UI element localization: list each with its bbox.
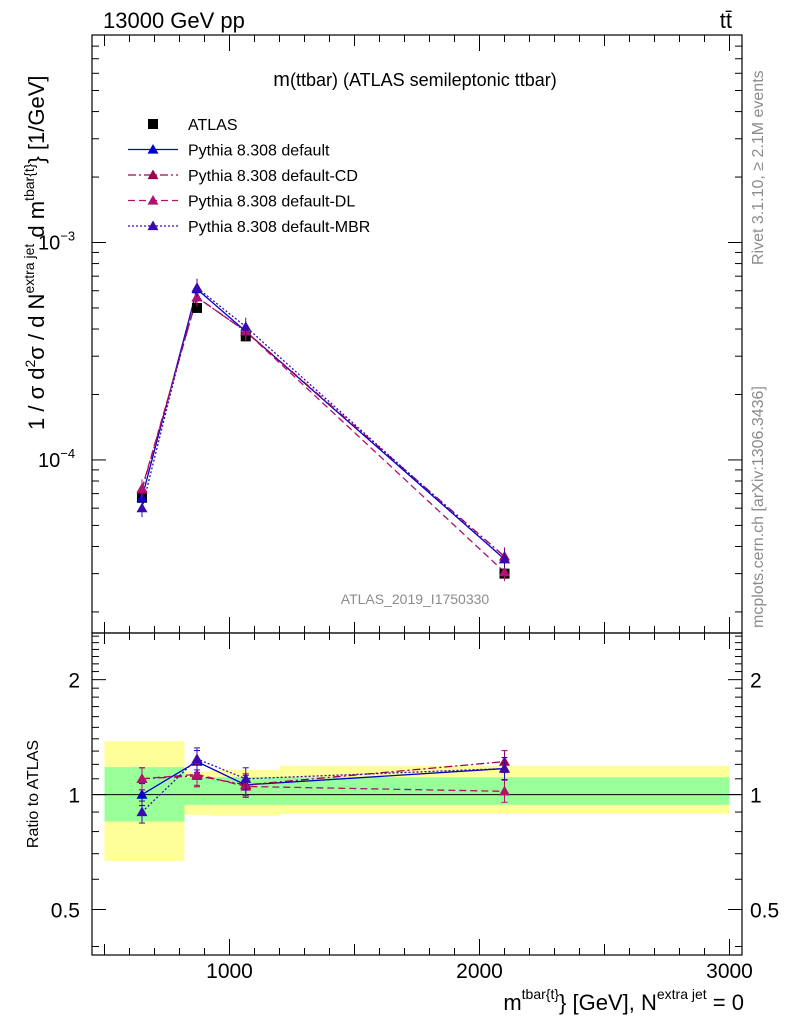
main-title-m: m xyxy=(273,69,290,91)
legend-label-default_mbr: Pythia 8.308 default-MBR xyxy=(188,219,370,236)
legend-marker-default xyxy=(147,144,159,154)
ylabel-part-d: extra jet xyxy=(21,244,37,294)
main-point-default_mbr xyxy=(136,502,148,513)
ratio-line-default_cd xyxy=(141,760,505,786)
legend: ATLAS Pythia 8.308 default Pythia 8.308 de… xyxy=(128,117,370,236)
rivet-label: Rivet 3.1.10, ≥ 2.1M events xyxy=(750,70,767,265)
ratio-x-tick-label: 2000 xyxy=(456,960,503,983)
ratio-line-default_dl xyxy=(141,773,505,792)
main-data-points xyxy=(136,278,510,582)
main-point-default_mbr xyxy=(240,321,252,331)
ratio-y-tick-label: 2 xyxy=(68,670,80,693)
main-point-default_dl xyxy=(136,482,148,493)
ratio-y-tick-label-right: 2 xyxy=(750,670,762,693)
xlabel-part-e: = 0 xyxy=(707,990,744,1015)
main-title: m(ttbar) (ATLAS semileptonic ttbar) xyxy=(273,69,556,91)
main-point-default_mbr xyxy=(191,282,203,292)
legend-marker-default_mbr xyxy=(147,220,159,231)
ratio-point-default_dl xyxy=(499,785,510,796)
ratio-data-points xyxy=(136,747,510,824)
main-ylabel: 1 / σ d2σ / d Nextra jet d mtbar{t}} [1/… xyxy=(21,76,49,431)
main-line-default_mbr xyxy=(141,286,505,560)
legend-marker-atlas xyxy=(148,119,158,129)
header-right: tt̄ xyxy=(720,8,732,33)
header-left: 13000 GeV pp xyxy=(103,8,245,33)
ratio-ylabel: Ratio to ATLAS xyxy=(25,740,42,848)
legend-marker-default_cd xyxy=(147,169,159,180)
legend-label-default_cd: Pythia 8.308 default-CD xyxy=(188,168,358,185)
main-y-tick-label: 10−3 xyxy=(38,228,75,254)
ratio-point-default xyxy=(136,789,148,799)
main-y-tick-mantissa: 10 xyxy=(38,450,60,472)
ratio-x-tick-label: 3000 xyxy=(706,960,753,983)
ratio-line-default xyxy=(141,760,505,796)
ylabel-part-c: σ / d N xyxy=(24,294,49,360)
legend-label-default_dl: Pythia 8.308 default-DL xyxy=(188,194,355,211)
ylabel-part-g: } [1/GeV] xyxy=(24,76,49,164)
ratio-y-tick-label-right: 1 xyxy=(750,785,762,808)
ratio-point-default_mbr xyxy=(191,753,203,764)
main-y-tick-label: 10−4 xyxy=(38,446,75,472)
ratio-point-default_dl xyxy=(191,768,203,779)
ratio-y-tick-label-right: 0.5 xyxy=(750,899,779,922)
ylabel-part-b: 2 xyxy=(22,360,38,368)
main-title-rest: (ttbar) (ATLAS semileptonic ttbar) xyxy=(290,70,557,90)
ratio-frame xyxy=(91,632,743,956)
main-y-tick-exponent: −3 xyxy=(60,228,75,243)
xlabel-part-b: tbar{t} xyxy=(522,986,560,1002)
main-line-default_dl xyxy=(141,296,505,573)
ratio-y-tick-label: 1 xyxy=(68,785,80,808)
ratio-series-lines xyxy=(141,758,505,813)
main-series-lines xyxy=(141,286,505,573)
main-axis-ticks: 10−310−4 xyxy=(38,35,742,633)
main-panel: 10−310−4 m(ttbar) (ATLAS semileptonic tt… xyxy=(21,34,743,634)
ratio-point-default_mbr xyxy=(240,773,252,783)
main-point-atlas xyxy=(192,302,202,313)
mcplots-label: mcplots.cern.ch [arXiv:1306.3436] xyxy=(750,386,767,628)
ratio-point-default_dl xyxy=(136,773,148,783)
ratio-y-tick-label: 0.5 xyxy=(51,899,80,922)
ratio-xlabel: mtbar{t}} [GeV], Nextra jet = 0 xyxy=(503,986,744,1015)
main-point-default_dl xyxy=(499,566,510,577)
ylabel-part-f: tbar{t} xyxy=(21,163,37,201)
legend-label-default: Pythia 8.308 default xyxy=(188,143,330,160)
xlabel-part-d: extra jet xyxy=(657,986,707,1002)
main-y-tick-mantissa: 10 xyxy=(38,232,60,254)
xlabel-part-a: m xyxy=(503,990,521,1015)
xlabel-part-c: } [GeV], N xyxy=(559,990,657,1015)
main-point-default_mbr xyxy=(499,553,510,564)
main-line-default xyxy=(141,287,505,560)
main-y-tick-exponent: −4 xyxy=(60,446,75,461)
legend-label-atlas: ATLAS xyxy=(188,117,238,134)
ylabel-part-a: 1 / σ d xyxy=(24,368,49,431)
ratio-axis-ticks: 0.5 0.5 1 1 2 2 1000 2000 3000 xyxy=(51,633,779,983)
main-line-default_cd xyxy=(141,296,505,557)
ratio-panel: 0.5 0.5 1 1 2 2 1000 2000 3000 Ratio to ATLAS mt… xyxy=(25,632,779,1015)
ratio-point-default_mbr xyxy=(136,806,148,817)
watermark: ATLAS_2019_I1750330 xyxy=(341,591,490,607)
legend-marker-default_dl xyxy=(147,195,159,205)
ratio-point-default_mbr xyxy=(499,763,510,773)
ylabel-part-e: d m xyxy=(24,201,49,244)
ratio-x-tick-label: 1000 xyxy=(206,960,253,983)
